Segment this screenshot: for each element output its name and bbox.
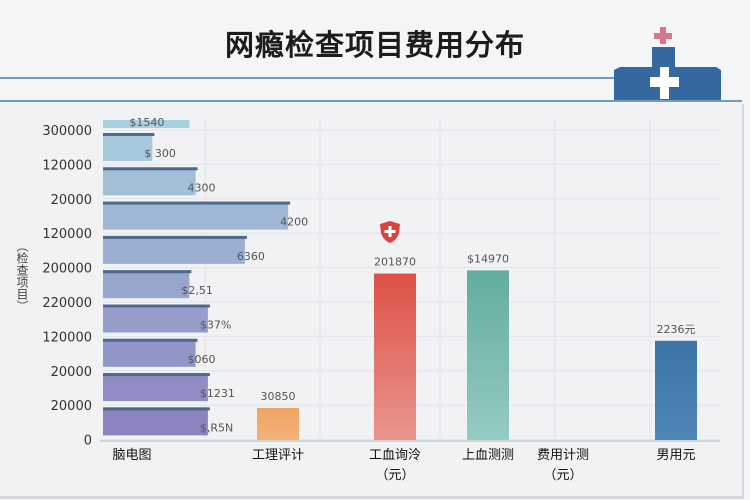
bar-data-label: 30850 <box>261 390 296 403</box>
vertical-bar <box>374 273 416 440</box>
y-tick-label: 20000 <box>51 365 92 380</box>
bar-data-label: $37% <box>200 319 231 332</box>
horizontal-bar <box>103 120 190 128</box>
x-tick-sublabel: （元） <box>543 468 582 483</box>
horizontal-bar <box>103 235 245 264</box>
bar-data-label: $060 <box>188 353 216 366</box>
horizontal-bar <box>103 373 208 402</box>
x-tick-label: 费用计测 <box>537 448 589 463</box>
bar-data-label: $ 300 <box>144 147 176 160</box>
y-tick-label: 120000 <box>42 227 92 242</box>
horizontal-bar-cap <box>103 338 198 342</box>
horizontal-bar <box>103 201 289 230</box>
y-tick-label: 0 <box>84 434 92 449</box>
horizontal-bar-cap <box>103 133 155 136</box>
horizontal-bar <box>103 304 208 333</box>
vertical-bar <box>257 408 299 440</box>
y-tick-label: 200000 <box>42 262 92 277</box>
x-tick-label: 工血询泠 <box>369 448 421 463</box>
bar-data-label: 201870 <box>374 256 416 269</box>
x-tick-sublabel: （元） <box>375 468 414 483</box>
horizontal-bar <box>103 407 208 436</box>
bar-data-label: 2236元 <box>657 323 696 336</box>
y-axis-title: （检查项目） <box>15 240 29 312</box>
horizontal-bar-cap <box>103 201 291 205</box>
medical-shield-icon <box>380 221 400 243</box>
y-tick-label: 20000 <box>51 193 92 208</box>
x-tick-label: 男用元 <box>656 448 695 463</box>
horizontal-bar <box>103 338 196 367</box>
horizontal-bar-cap <box>103 373 210 377</box>
x-tick-label: 上血测测 <box>462 448 514 463</box>
x-tick-label: 脑电图 <box>112 448 151 463</box>
horizontal-bar-cap <box>103 167 198 171</box>
y-tick-label: 220000 <box>42 296 92 311</box>
horizontal-bar-cap <box>103 270 192 274</box>
bar-data-label: $2,51 <box>181 284 213 297</box>
bar-data-label: $1231 <box>200 387 235 400</box>
page-title: 网瘾检查项目费用分布 <box>224 28 525 62</box>
y-tick-label: 300000 <box>42 124 92 139</box>
bar-data-label: $1540 <box>129 116 164 129</box>
horizontal-bar <box>103 270 190 299</box>
horizontal-bar <box>103 133 153 161</box>
vertical-bar <box>655 340 697 440</box>
horizontal-bar <box>103 167 196 196</box>
horizontal-bar-cap <box>103 407 210 411</box>
y-tick-label: 120000 <box>42 158 92 173</box>
hospital-icon <box>614 27 721 100</box>
bar-data-label: $,R5N <box>200 421 233 434</box>
horizontal-bar-cap <box>103 304 210 308</box>
header-rule-bottom <box>0 100 742 102</box>
x-tick-label: 工理评计 <box>252 448 304 463</box>
y-tick-label: 20000 <box>51 399 92 414</box>
bar-data-label: 6360 <box>237 250 265 263</box>
horizontal-bar-cap <box>103 235 247 239</box>
header-rule-top <box>0 77 620 79</box>
bar-data-label: 4300 <box>188 181 216 194</box>
bar-data-label: $14970 <box>467 252 509 265</box>
bar-data-label: 4200 <box>280 216 308 229</box>
vertical-bar <box>467 270 509 440</box>
y-tick-label: 120000 <box>42 330 92 345</box>
